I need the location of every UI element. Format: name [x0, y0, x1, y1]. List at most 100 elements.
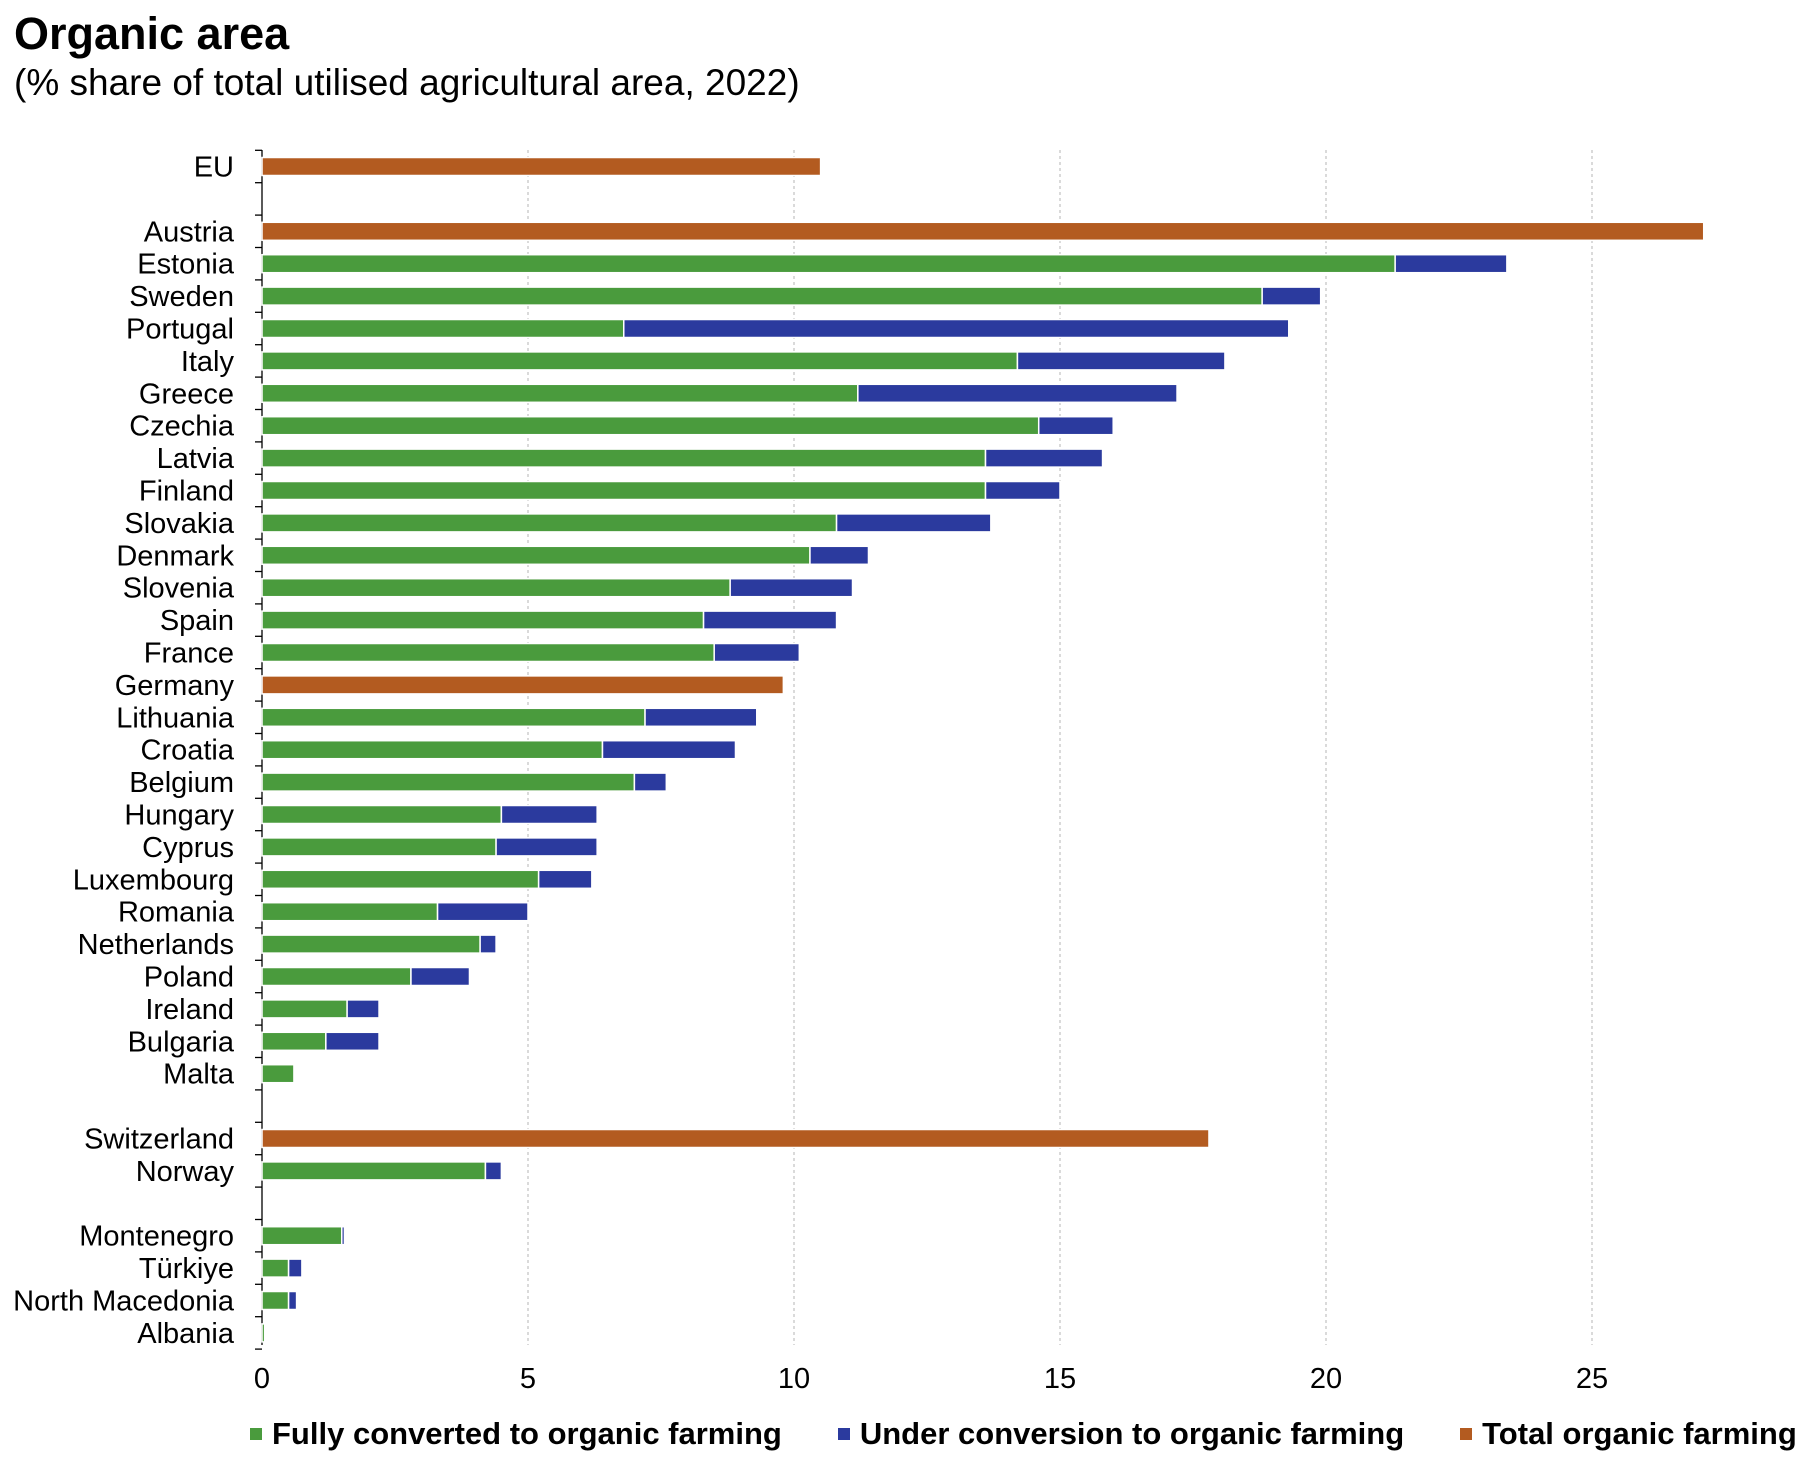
category-label: EU [194, 152, 234, 184]
bar-under-conversion [633, 772, 668, 792]
bar-fully-converted [261, 837, 497, 857]
chart-title: Organic area [14, 8, 290, 59]
category-label: Belgium [129, 767, 234, 799]
category-label: France [144, 638, 234, 670]
x-tick-label: 0 [254, 1363, 270, 1395]
bar-fully-converted [261, 513, 838, 533]
bar-under-conversion [835, 513, 992, 533]
bar-fully-converted [261, 415, 1040, 436]
legend: Fully converted to organic farming Under… [250, 1416, 1797, 1452]
category-label: Austria [144, 216, 235, 248]
bar-fully-converted [261, 253, 1396, 274]
bar-under-conversion [436, 901, 529, 922]
bar-under-conversion [484, 1161, 503, 1181]
bar-total-organic [261, 156, 822, 177]
bar-fully-converted [261, 318, 625, 339]
bar-fully-converted [261, 999, 348, 1019]
category-label: Finland [139, 476, 234, 508]
legend-item-total: Total organic farming [1460, 1416, 1797, 1452]
bar-fully-converted [261, 610, 705, 630]
bar-fully-converted [261, 480, 987, 501]
bar-fully-converted [261, 1161, 487, 1181]
category-label: Slovakia [124, 508, 234, 540]
bar-fully-converted [261, 901, 439, 922]
bar-total-organic [261, 221, 1705, 242]
bar-under-conversion [346, 999, 380, 1019]
bar-under-conversion [495, 837, 598, 857]
bar-under-conversion [623, 318, 1290, 339]
category-label: Türkiye [139, 1253, 234, 1285]
x-tick-label: 15 [1044, 1363, 1076, 1395]
category-label: North Macedonia [13, 1286, 235, 1318]
bar-fully-converted [261, 351, 1019, 371]
bar-fully-converted [261, 383, 859, 404]
bar-under-conversion [984, 448, 1104, 468]
category-label: Luxembourg [73, 864, 234, 896]
category-label: Malta [163, 1059, 235, 1091]
category-label: Poland [144, 962, 234, 994]
category-label: Portugal [126, 314, 234, 346]
category-label: Montenegro [79, 1221, 234, 1253]
legend-item-under-conversion: Under conversion to organic farming [837, 1416, 1405, 1452]
category-label: Croatia [141, 735, 235, 767]
category-label: Bulgaria [128, 1026, 235, 1058]
legend-label-fully-converted: Fully converted to organic farming [272, 1416, 782, 1451]
x-tick-label: 10 [778, 1363, 810, 1395]
category-label: Czechia [129, 411, 235, 443]
bar-under-conversion [1261, 286, 1322, 306]
category-label: Sweden [129, 281, 234, 313]
bar-under-conversion [857, 383, 1178, 404]
bar-fully-converted [261, 869, 540, 890]
category-label: Norway [136, 1156, 235, 1188]
bar-under-conversion [1016, 351, 1226, 371]
chart-subtitle: (% share of total utilised agricultural … [14, 62, 800, 103]
bar-under-conversion [713, 642, 801, 663]
category-label: Slovenia [123, 573, 235, 605]
bar-fully-converted [261, 1290, 290, 1311]
bar-chart: EU AustriaEstoniaSwedenPortugalItalyGreec… [13, 149, 1705, 1395]
bar-under-conversion [479, 934, 497, 954]
category-label: Estonia [137, 249, 235, 281]
category-label: Albania [137, 1318, 235, 1350]
legend-swatch-under-conversion [837, 1428, 850, 1440]
category-label: Latvia [157, 443, 235, 475]
category-label: Italy [181, 346, 235, 378]
legend-label-total: Total organic farming [1482, 1416, 1797, 1451]
bar-fully-converted [261, 1258, 290, 1278]
x-tick-label: 20 [1310, 1363, 1342, 1395]
bar-fully-converted [261, 934, 481, 954]
bar-fully-converted [261, 1031, 327, 1052]
bar-fully-converted [261, 577, 731, 598]
legend-item-fully-converted: Fully converted to organic farming [250, 1416, 782, 1452]
bar-fully-converted [261, 1225, 343, 1246]
category-label: Netherlands [78, 929, 234, 961]
category-label: Hungary [124, 800, 234, 832]
bar-under-conversion [1037, 415, 1114, 436]
bar-fully-converted [261, 739, 604, 760]
category-label: Lithuania [116, 702, 235, 734]
category-label: Greece [139, 378, 234, 410]
legend-swatch-fully-converted [250, 1428, 262, 1440]
bar-under-conversion [537, 869, 593, 890]
bar-under-conversion [809, 545, 870, 566]
category-label: Ireland [145, 994, 234, 1026]
bar-under-conversion [984, 480, 1061, 501]
category-label: Cyprus [142, 832, 234, 864]
bar-under-conversion [500, 804, 598, 825]
bar-under-conversion [729, 577, 854, 598]
bar-fully-converted [261, 545, 811, 566]
category-label: Spain [160, 605, 234, 637]
bar-fully-converted [261, 286, 1263, 306]
legend-label-under-conversion: Under conversion to organic farming [859, 1416, 1405, 1451]
bar-under-conversion [287, 1290, 298, 1311]
bar-under-conversion [325, 1031, 380, 1052]
category-label: Romania [118, 897, 235, 929]
bar-fully-converted [261, 707, 646, 728]
category-label: Denmark [116, 540, 234, 572]
bar-under-conversion [410, 966, 471, 987]
x-tick-label: 5 [520, 1363, 536, 1395]
bar-under-conversion [601, 739, 737, 760]
bar-fully-converted [261, 804, 503, 825]
bar-total-organic [261, 675, 785, 695]
x-tick-label: 25 [1576, 1363, 1608, 1395]
